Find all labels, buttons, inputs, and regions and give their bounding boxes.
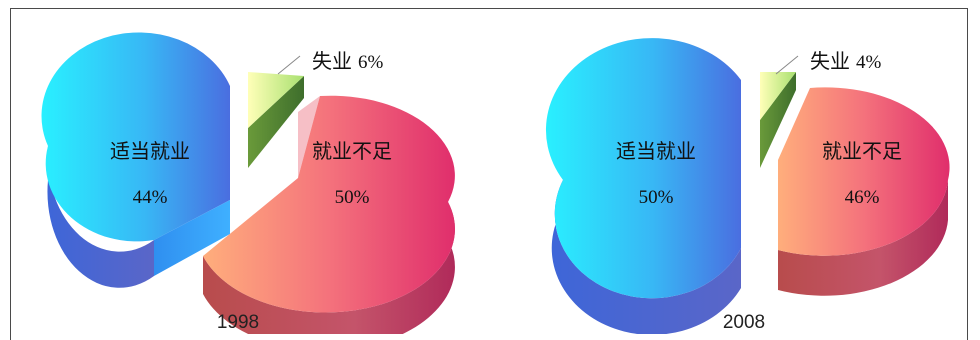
label-1998-adequate: 适当就业 xyxy=(110,139,190,163)
pie-1998: 适当就业 44% 就业不足 50% 失业 6% 1998 xyxy=(41,32,455,334)
label-2008-under: 就业不足 xyxy=(822,139,902,163)
label-1998-under: 就业不足 xyxy=(312,139,392,163)
slice-2008-under xyxy=(778,87,950,256)
subtitle-1998: 1998 xyxy=(217,312,259,333)
label-1998-unemployed-name: 失业 xyxy=(312,49,352,73)
subtitle-2008: 2008 xyxy=(723,312,765,333)
label-2008-unemployed: 失业 4% xyxy=(810,49,882,73)
label-2008-unemployed-value: 4% xyxy=(856,52,882,73)
slice-1998-unemployed xyxy=(248,72,304,128)
slice-side-2008-under xyxy=(778,180,948,296)
value-2008-under: 46% xyxy=(845,187,880,208)
slice-side-1998-unemployed xyxy=(248,76,304,168)
label-1998-unemployed-value: 6% xyxy=(358,52,384,73)
slice-cut-1998-adequate xyxy=(154,200,230,276)
value-1998-under: 50% xyxy=(335,187,370,208)
slice-side-1998-under xyxy=(203,202,455,334)
slice-side-2008-unemployed xyxy=(760,72,796,168)
pie-2008: 适当就业 50% 就业不足 46% 失业 4% 2008 xyxy=(545,38,950,334)
leader-line-1998 xyxy=(277,55,301,75)
value-2008-adequate: 50% xyxy=(639,187,674,208)
slice-side-1998-adequate xyxy=(47,146,154,288)
value-1998-adequate: 44% xyxy=(133,187,168,208)
slice-cut-1998-under xyxy=(298,96,320,178)
slice-side-2008-adequate xyxy=(551,180,741,334)
leader-line-2008 xyxy=(775,55,799,75)
label-2008-unemployed-name: 失业 xyxy=(810,49,850,73)
label-1998-unemployed: 失业 6% xyxy=(312,49,384,73)
slice-1998-adequate xyxy=(41,32,231,242)
label-2008-adequate: 适当就业 xyxy=(616,139,696,163)
chart-frame xyxy=(10,8,968,340)
slice-2008-adequate xyxy=(545,38,741,299)
slice-1998-under xyxy=(203,95,455,313)
slice-2008-unemployed xyxy=(760,72,796,120)
